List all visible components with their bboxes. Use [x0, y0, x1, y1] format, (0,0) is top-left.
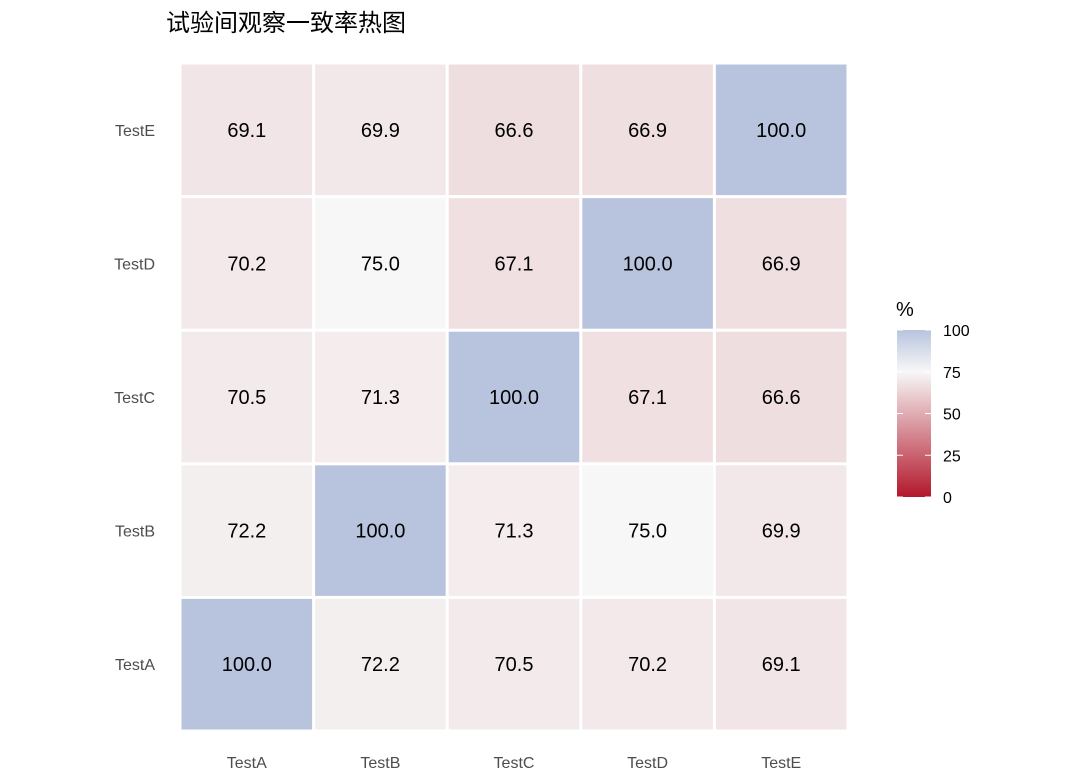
heatmap-cell-TestD-TestE	[715, 198, 847, 329]
heatmap-cell-TestE-TestD	[582, 64, 713, 196]
colorbar-tick-label: 25	[943, 448, 961, 465]
heatmap-cell-TestD-TestC	[448, 198, 580, 329]
x-tick-label: TestD	[627, 755, 668, 772]
x-tick-label: TestA	[227, 755, 267, 772]
heatmap-cell-TestB-TestD	[582, 465, 713, 596]
x-tick-label: TestC	[494, 755, 535, 772]
data-label: 70.2	[628, 654, 667, 676]
heatmap-cell-TestC-TestA	[181, 331, 313, 463]
colorbar-ticks: 0 25 50 75 100	[897, 323, 970, 507]
colorbar-tick-label: 75	[943, 365, 961, 382]
data-label: 67.1	[495, 253, 534, 275]
heatmap-cell-TestA-TestA	[181, 598, 313, 730]
heatmap-cell-TestA-TestC	[448, 598, 580, 730]
colorbar-legend: % 0 25 50 75 100	[896, 299, 970, 507]
data-label: 100.0	[623, 253, 673, 275]
data-label: 66.9	[762, 253, 801, 275]
data-label: 66.6	[495, 120, 534, 142]
x-tick-label: TestE	[761, 755, 801, 772]
heatmap-cell-TestC-TestE	[715, 331, 847, 463]
heatmap-cells	[181, 64, 847, 730]
data-label: 70.2	[227, 253, 266, 275]
data-label: 70.5	[495, 654, 534, 676]
data-label: 100.0	[222, 654, 272, 676]
heatmap-cell-TestE-TestB	[315, 64, 446, 196]
y-tick-label: TestE	[115, 123, 155, 140]
heatmap-cell-TestD-TestD	[582, 198, 713, 329]
y-tick-label: TestC	[114, 390, 155, 407]
data-label: 67.1	[628, 387, 667, 409]
data-label: 72.2	[361, 654, 400, 676]
heatmap-cell-TestC-TestD	[582, 331, 713, 463]
heatmap-cell-TestE-TestE	[715, 64, 847, 196]
data-label: 69.9	[762, 521, 801, 543]
data-label: 69.1	[227, 120, 266, 142]
heatmap-cell-TestA-TestE	[715, 598, 847, 730]
x-tick-label: TestB	[360, 755, 400, 772]
heatmap-cell-TestD-TestA	[181, 198, 313, 329]
data-label: 100.0	[756, 120, 806, 142]
heatmap-cell-TestB-TestA	[181, 465, 313, 596]
heatmap-cell-TestD-TestB	[315, 198, 446, 329]
colorbar-tick-label: 50	[943, 407, 961, 424]
heatmap-cell-TestE-TestC	[448, 64, 580, 196]
data-label: 69.1	[762, 654, 801, 676]
data-label: 71.3	[495, 521, 534, 543]
heatmap-cell-TestC-TestB	[315, 331, 446, 463]
data-label: 75.0	[628, 521, 667, 543]
y-tick-label: TestD	[114, 256, 155, 273]
y-tick-label: TestA	[115, 657, 155, 674]
data-label: 66.6	[762, 387, 801, 409]
y-axis-tick-labels: TestA TestB TestC TestD TestE	[114, 123, 155, 674]
heatmap-cell-labels: 100.0 72.2 70.5 70.2 69.1 72.2 100.0 71.3 75.0 69…	[222, 120, 806, 676]
colorbar-title: %	[896, 299, 914, 321]
data-label: 71.3	[361, 387, 400, 409]
heatmap-cell-TestB-TestB	[315, 465, 446, 596]
colorbar-tick-label: 100	[943, 323, 970, 340]
data-label: 72.2	[227, 521, 266, 543]
heatmap-cell-TestA-TestD	[582, 598, 713, 730]
colorbar-tick-label: 0	[943, 490, 952, 507]
data-label: 66.9	[628, 120, 667, 142]
y-tick-label: TestB	[115, 524, 155, 541]
data-label: 70.5	[227, 387, 266, 409]
heatmap-cell-TestE-TestA	[181, 64, 313, 196]
x-axis-tick-labels: TestA TestB TestC TestD TestE	[227, 755, 801, 772]
chart-title: 试验间观察一致率热图	[166, 9, 406, 37]
data-label: 75.0	[361, 253, 400, 275]
data-label: 100.0	[489, 387, 539, 409]
data-label: 100.0	[355, 521, 405, 543]
heatmap-cell-TestA-TestB	[315, 598, 446, 730]
heatmap-cell-TestC-TestC	[448, 331, 580, 463]
heatmap-cell-TestB-TestE	[715, 465, 847, 596]
heatmap-cell-TestB-TestC	[448, 465, 580, 596]
data-label: 69.9	[361, 120, 400, 142]
